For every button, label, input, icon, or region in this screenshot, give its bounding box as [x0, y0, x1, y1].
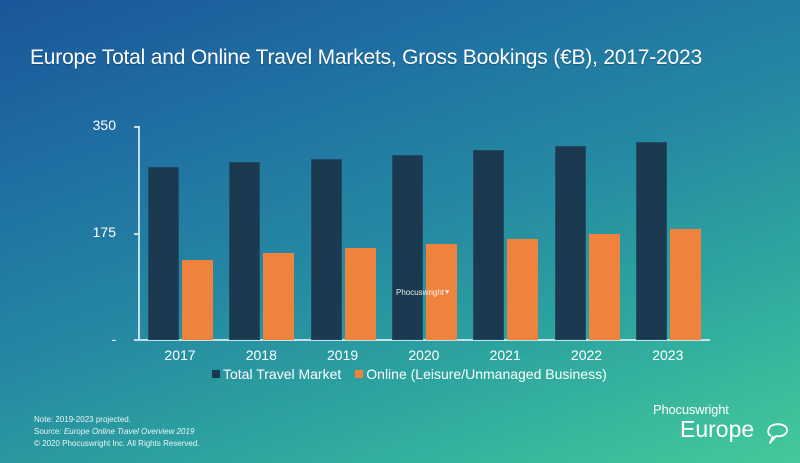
brand-region: Europe — [680, 416, 755, 442]
legend: Total Travel Market Online (Leisure/Unma… — [212, 366, 621, 382]
bar-total-2022 — [554, 146, 586, 340]
x-tick-label: 2021 — [489, 347, 521, 363]
bar-total-2021 — [473, 150, 505, 340]
bar-total-2019 — [310, 159, 342, 340]
brand-name: Phocuswright — [653, 402, 729, 417]
x-tick-label: 2023 — [652, 347, 684, 363]
bar-online-2018 — [263, 253, 295, 340]
legend-label-online: Online (Leisure/Unmanaged Business) — [366, 366, 607, 382]
x-tick-label: 2018 — [245, 347, 277, 363]
speech-bubble-icon — [767, 423, 788, 444]
speech-bubble-icon: ⯆ — [444, 288, 451, 297]
y-tick-label: 175 — [92, 224, 116, 240]
bar-online-2021 — [507, 239, 539, 340]
footnote-note: Note: 2019-2023 projected. — [34, 415, 131, 424]
bar-online-2022 — [588, 234, 620, 340]
source-prefix: Source: — [34, 427, 62, 436]
legend-label-total: Total Travel Market — [223, 366, 342, 382]
legend-item-total: Total Travel Market — [212, 366, 341, 382]
y-tick-label: 350 — [92, 117, 116, 133]
watermark: Phocuswright⯆ — [396, 288, 450, 298]
y-tick-mark — [134, 126, 139, 128]
chart-title: Europe Total and Online Travel Markets, … — [30, 46, 702, 69]
bar-total-2023 — [635, 141, 667, 340]
footnote-source: Source: Europe Online Travel Overview 20… — [34, 426, 200, 438]
source-title: Europe Online Travel Overview 2019 — [63, 427, 195, 436]
x-tick-label: 2017 — [164, 347, 196, 363]
footnote-copyright: © 2020 Phocuswright Inc. All Rights Rese… — [34, 439, 200, 448]
y-tick-mark — [134, 233, 139, 235]
legend-swatch-online — [355, 370, 364, 378]
footnotes: Note: 2019-2023 projected. Source: Europ… — [34, 414, 200, 450]
legend-swatch-total — [212, 370, 220, 378]
bar-total-2017 — [148, 166, 179, 340]
bar-online-2017 — [182, 259, 213, 340]
bar-online-2023 — [669, 228, 701, 340]
x-tick-label: 2020 — [408, 347, 440, 363]
brand-logo: Phocuswright Europe — [653, 402, 793, 444]
x-tick-label: 2019 — [327, 347, 359, 363]
bar-total-2020 — [391, 154, 423, 340]
y-tick-label: - — [111, 331, 116, 347]
watermark-text: Phocuswright — [396, 288, 445, 297]
x-tick-label: 2022 — [570, 347, 603, 363]
bar-total-2018 — [229, 162, 261, 340]
bar-online-2019 — [344, 247, 376, 340]
legend-item-online: Online (Leisure/Unmanaged Business) — [355, 366, 607, 382]
bar-online-2020 — [425, 244, 457, 340]
